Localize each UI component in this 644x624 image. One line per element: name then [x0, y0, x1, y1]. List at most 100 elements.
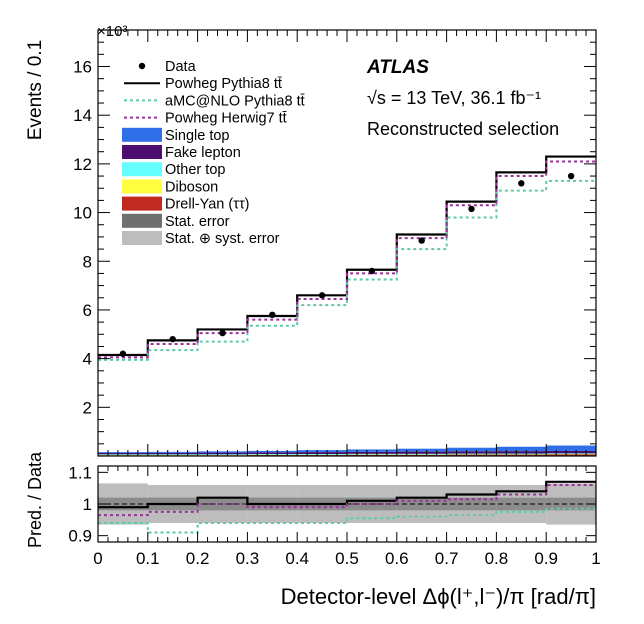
bg-bar-other-top [546, 453, 596, 455]
data-point [119, 350, 127, 357]
energy-label: √s = 13 TeV, 36.1 fb⁻¹ [367, 88, 541, 108]
bg-bar-other-top [247, 454, 298, 455]
ratio-ytick-label: 1 [83, 495, 92, 514]
bg-bar-drell-yan [347, 454, 397, 456]
bg-bar-single-top [396, 448, 447, 452]
main-ytick-label: 6 [83, 301, 92, 320]
ratio-panel: 0.9 1 1.1 0 0.1 0.2 0.3 0.4 0.5 0.6 0.7 0.8 0.9 1 [68, 463, 600, 568]
bg-bar-single-top [98, 452, 148, 453]
xtick-label: 0.4 [285, 549, 309, 568]
bg-bar-fake-lepton [446, 451, 497, 454]
legend-label-single-top: Single top [165, 128, 230, 144]
bg-bar-other-top [197, 454, 248, 456]
bg-bar-single-top [446, 447, 497, 452]
legend-label-stat-error: Stat. error [165, 214, 230, 230]
legend-label-powheg-herwig7-tt: Powheg Herwig7 tt̄ [165, 111, 287, 127]
legend-swatch-fake-lepton [122, 145, 162, 159]
data-point [468, 205, 475, 213]
bg-bar-drell-yan [396, 454, 447, 456]
legend-label-diboson: Diboson [165, 179, 218, 195]
yscale-label: ×10³ [97, 23, 127, 40]
bg-bar-single-top [197, 451, 248, 453]
xtick-label: 0.7 [435, 549, 459, 568]
bg-bar-fake-lepton [247, 452, 298, 455]
legend-swatch-diboson [122, 179, 162, 194]
step-amc-nlo-pythia8-tt [98, 179, 596, 361]
x-axis-label: Detector-level Δϕ(l⁺,l⁻)/π [rad/π] [281, 584, 596, 609]
xtick-label: 0.1 [136, 549, 160, 568]
legend-label-powheg-pythia8-tt: Powheg Pythia8 tt̄ [165, 76, 282, 92]
bg-bar-other-top [347, 453, 397, 455]
legend-label-fake-lepton: Fake lepton [165, 145, 241, 161]
bg-bar-fake-lepton [546, 450, 596, 454]
legend-swatch-single-top [122, 127, 162, 142]
legend-label-amc-nlo-pythia8-tt: aMC@NLO Pythia8 tt̄ [165, 93, 305, 109]
data-point [269, 311, 276, 319]
xtick-label: 0.3 [236, 549, 260, 568]
data-point [518, 180, 525, 187]
data-point [219, 329, 226, 337]
main-ytick-label: 16 [73, 58, 92, 77]
bg-bar-fake-lepton [147, 452, 198, 455]
legend-label-data: Data [165, 59, 197, 75]
bg-bar-other-top [147, 454, 198, 456]
ratio-ytick-label: 0.9 [68, 527, 92, 546]
legend-label-stat-syst-error: Stat. ⊕ syst. error [165, 231, 280, 247]
bg-bar-single-top [496, 446, 547, 452]
data-point [169, 335, 176, 343]
bg-bar-drell-yan [147, 454, 198, 456]
bg-bar-single-top [546, 445, 596, 451]
bg-bar-other-top [396, 453, 447, 455]
legend-swatch-other-top [122, 162, 162, 177]
xtick-label: 0.5 [335, 549, 359, 568]
bg-bar-fake-lepton [347, 451, 397, 454]
bg-bar-other-top [446, 453, 497, 455]
stat-band-bin [496, 497, 547, 511]
bg-bar-drell-yan [446, 454, 497, 456]
legend-label-other-top: Other top [165, 162, 225, 178]
legend-swatch-drell-yan [122, 196, 162, 211]
bg-bar-drell-yan [297, 454, 347, 456]
legend-label-drell-yan: Drell-Yan (ττ) [165, 197, 250, 213]
bg-bar-drell-yan [197, 454, 248, 456]
xtick-label: 0.9 [534, 549, 558, 568]
main-ylabel: Events / 0.1 [25, 40, 46, 140]
bg-bar-drell-yan [98, 454, 148, 456]
bg-bar-fake-lepton [98, 452, 148, 455]
bg-bar-fake-lepton [297, 452, 347, 455]
bg-bar-fake-lepton [396, 451, 447, 454]
main-ytick-label: 14 [73, 106, 92, 125]
bg-bar-fake-lepton [197, 452, 248, 455]
data-point [418, 237, 425, 244]
ratio-ytick-label: 1.1 [68, 463, 92, 482]
ratio-step-powheg-herwig7-tt [98, 484, 596, 517]
main-ytick-label: 4 [83, 350, 92, 369]
legend-swatch-data [138, 62, 146, 70]
bg-bar-drell-yan [496, 454, 547, 456]
bg-bar-drell-yan [546, 453, 596, 456]
bg-bar-other-top [297, 454, 347, 455]
legend-swatch-stat-syst-error [122, 231, 162, 245]
bg-bar-other-top [98, 454, 148, 456]
xtick-label: 1 [591, 549, 600, 568]
stat-band-bin [446, 497, 497, 511]
bg-bar-single-top [247, 450, 298, 453]
bg-bar-fake-lepton [496, 451, 547, 454]
xtick-label: 0.8 [485, 549, 509, 568]
xtick-label: 0 [93, 549, 102, 568]
bg-bar-single-top [347, 449, 397, 452]
legend-swatch-stat-error [122, 213, 162, 228]
data-point [318, 292, 326, 299]
step-powheg-herwig7-tt [98, 160, 596, 359]
main-panel: 2 4 6 8 10 12 14 16 [73, 29, 597, 457]
main-ytick-label: 2 [83, 398, 92, 417]
main-ytick-label: 12 [73, 155, 92, 174]
bg-bar-single-top [147, 451, 198, 453]
ratio-ylabel: Pred. / Data [25, 451, 45, 548]
main-ytick-label: 8 [83, 252, 92, 271]
bg-bar-drell-yan [247, 454, 298, 456]
xtick-label: 0.6 [385, 549, 409, 568]
main-ytick-label: 10 [73, 204, 92, 223]
